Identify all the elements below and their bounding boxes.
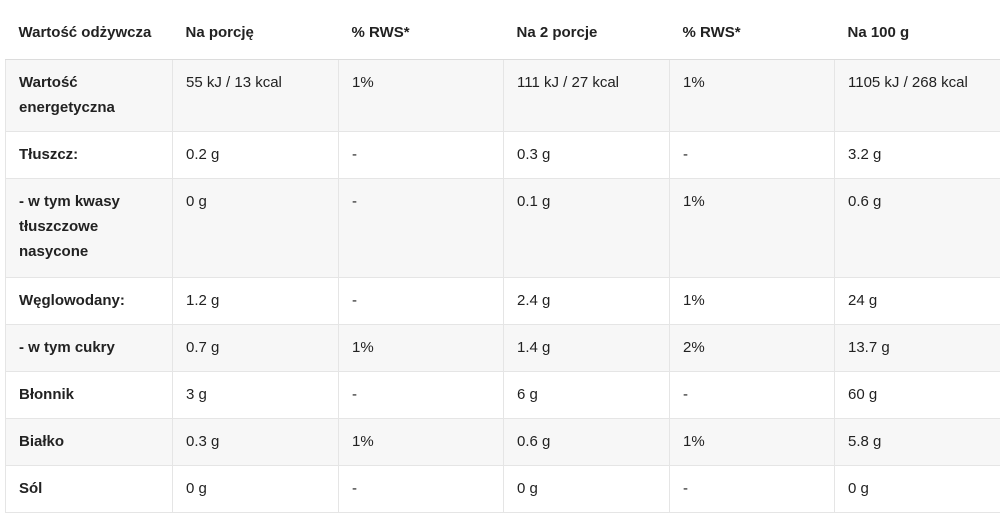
rws-per-portion-value: - [338, 277, 504, 325]
table-row: Białko 0.3 g 1% 0.6 g 1% 5.8 g [5, 418, 1000, 466]
header-per-2-portions: Na 2 porcje [503, 4, 670, 60]
rws-per-2-portions-value: - [669, 371, 835, 419]
rws-per-2-portions-value: 1% [669, 178, 835, 278]
nutrient-name: Białko [5, 418, 173, 466]
nutrient-name: Błonnik [5, 371, 173, 419]
per-2-portions-value: 0.6 g [503, 418, 670, 466]
per-2-portions-value: 2.4 g [503, 277, 670, 325]
per-100g-value: 5.8 g [834, 418, 1000, 466]
header-per-portion: Na porcję [172, 4, 339, 60]
per-2-portions-value: 0 g [503, 465, 670, 513]
per-portion-value: 3 g [172, 371, 339, 419]
table-row: Sól 0 g - 0 g - 0 g [5, 465, 1000, 513]
rws-per-portion-value: 1% [338, 59, 504, 132]
per-portion-value: 55 kJ / 13 kcal [172, 59, 339, 132]
per-100g-value: 3.2 g [834, 131, 1000, 179]
per-portion-value: 0.2 g [172, 131, 339, 179]
nutrient-name: Wartość energetyczna [5, 59, 173, 132]
per-100g-value: 1105 kJ / 268 kcal [834, 59, 1000, 132]
rws-per-portion-value: 1% [338, 418, 504, 466]
per-100g-value: 0 g [834, 465, 1000, 513]
per-100g-value: 60 g [834, 371, 1000, 419]
per-2-portions-value: 0.3 g [503, 131, 670, 179]
per-100g-value: 13.7 g [834, 324, 1000, 372]
per-100g-value: 24 g [834, 277, 1000, 325]
rws-per-portion-value: - [338, 465, 504, 513]
table-row: Węglowodany: 1.2 g - 2.4 g 1% 24 g [5, 277, 1000, 325]
table-row: Wartość energetyczna 55 kJ / 13 kcal 1% … [5, 59, 1000, 132]
rws-per-2-portions-value: 2% [669, 324, 835, 372]
table-header: Wartość odżywcza Na porcję % RWS* Na 2 p… [5, 4, 1000, 60]
per-portion-value: 0.3 g [172, 418, 339, 466]
table-row: - w tym cukry 0.7 g 1% 1.4 g 2% 13.7 g [5, 324, 1000, 372]
header-per-100g: Na 100 g [834, 4, 1000, 60]
table-body: Wartość energetyczna 55 kJ / 13 kcal 1% … [5, 59, 1000, 513]
per-2-portions-value: 1.4 g [503, 324, 670, 372]
per-portion-value: 0.7 g [172, 324, 339, 372]
per-portion-value: 1.2 g [172, 277, 339, 325]
per-portion-value: 0 g [172, 178, 339, 278]
table-row: - w tym kwasy tłuszczowe nasycone 0 g - … [5, 178, 1000, 278]
per-2-portions-value: 6 g [503, 371, 670, 419]
header-rws-per-2-portions: % RWS* [669, 4, 835, 60]
header-row: Wartość odżywcza Na porcję % RWS* Na 2 p… [5, 4, 1000, 60]
rws-per-2-portions-value: - [669, 465, 835, 513]
rws-per-2-portions-value: 1% [669, 59, 835, 132]
per-portion-value: 0 g [172, 465, 339, 513]
table-row: Błonnik 3 g - 6 g - 60 g [5, 371, 1000, 419]
rws-per-2-portions-value: - [669, 131, 835, 179]
nutrient-name: Tłuszcz: [5, 131, 173, 179]
nutrition-table: Wartość odżywcza Na porcję % RWS* Na 2 p… [5, 4, 1000, 513]
header-nutrient: Wartość odżywcza [5, 4, 173, 60]
per-2-portions-value: 0.1 g [503, 178, 670, 278]
rws-per-2-portions-value: 1% [669, 418, 835, 466]
rws-per-portion-value: - [338, 178, 504, 278]
table-row: Tłuszcz: 0.2 g - 0.3 g - 3.2 g [5, 131, 1000, 179]
header-rws-per-portion: % RWS* [338, 4, 504, 60]
nutrient-name: - w tym kwasy tłuszczowe nasycone [5, 178, 173, 278]
per-2-portions-value: 111 kJ / 27 kcal [503, 59, 670, 132]
rws-per-portion-value: 1% [338, 324, 504, 372]
nutrient-name: Węglowodany: [5, 277, 173, 325]
per-100g-value: 0.6 g [834, 178, 1000, 278]
nutrient-name: Sól [5, 465, 173, 513]
nutrient-name: - w tym cukry [5, 324, 173, 372]
rws-per-portion-value: - [338, 131, 504, 179]
rws-per-2-portions-value: 1% [669, 277, 835, 325]
rws-per-portion-value: - [338, 371, 504, 419]
